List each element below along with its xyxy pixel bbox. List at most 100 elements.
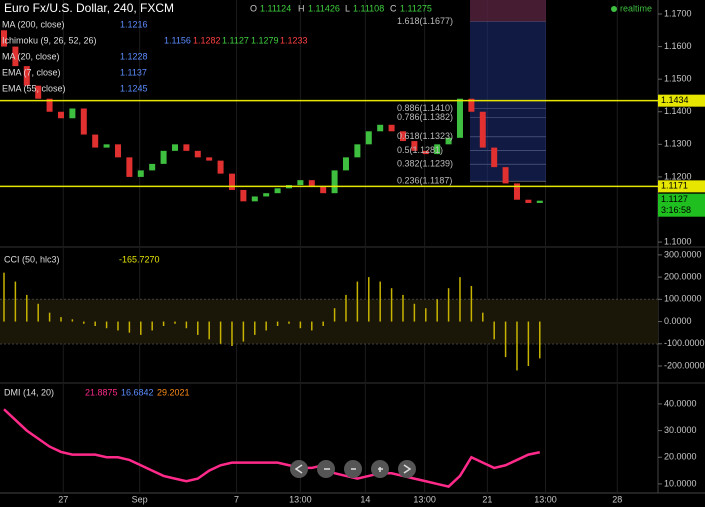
candle <box>297 180 304 186</box>
x-tick-label: 13:00 <box>413 494 436 504</box>
candle <box>12 46 19 67</box>
candle <box>217 160 224 174</box>
indicator-value: 1.1228 <box>120 51 148 61</box>
y-tick-label: 1.1200 <box>664 171 692 181</box>
indicator-value: 1.1127 <box>222 35 249 45</box>
zoom-button[interactable] <box>290 460 308 478</box>
y-tick-label: 40.0000 <box>664 398 697 408</box>
y-tick-label: 10.0000 <box>664 478 697 488</box>
y-tick-label: 20.0000 <box>664 452 697 462</box>
ohlc-label: O <box>250 3 257 13</box>
price-tag-label: 1.1171 <box>661 181 688 191</box>
candle <box>194 150 201 158</box>
y-tick-label: 1.1500 <box>664 74 692 84</box>
fib-label: 1.618(1.1677) <box>397 16 453 26</box>
y-tick-label: 300.0000 <box>664 249 702 259</box>
candle <box>171 144 178 151</box>
candle <box>365 131 372 145</box>
candle <box>274 188 281 194</box>
x-tick-label: 21 <box>482 494 492 504</box>
candle <box>479 111 486 148</box>
candle <box>331 170 338 194</box>
price-tag <box>658 94 705 107</box>
candle <box>92 134 99 148</box>
indicator-value: 1.1245 <box>120 83 148 93</box>
dmi-line <box>3 408 541 488</box>
candle <box>502 167 509 184</box>
ohlc-value: 1.11426 <box>308 3 340 13</box>
fib-label: 0.382(1.1239) <box>397 159 453 169</box>
candle <box>456 98 463 138</box>
candle <box>57 111 64 119</box>
chart-title: Euro Fx/U.S. Dollar, 240, FXCM <box>4 1 174 15</box>
y-tick-label: 1.1600 <box>664 41 692 51</box>
indicator-value: 1.1233 <box>280 35 308 45</box>
candle <box>35 85 42 99</box>
indicator-name[interactable]: EMA (55, close) <box>2 83 66 93</box>
price-tag-label: 1.1434 <box>661 95 689 105</box>
legend-value: 16.6842 <box>121 387 154 397</box>
ohlc-label: H <box>298 3 305 13</box>
band-fill <box>0 299 658 344</box>
status: realtime <box>620 3 652 13</box>
ohlc-label: L <box>345 3 350 13</box>
y-tick-label: -200.0000 <box>664 360 705 370</box>
candle <box>183 144 190 151</box>
cci-value: -165.7270 <box>119 254 160 264</box>
candle <box>126 157 133 177</box>
candle <box>342 157 349 171</box>
indicator-name[interactable]: MA (200, close) <box>2 19 65 29</box>
fib-extension <box>470 0 546 22</box>
legend-value: 21.8875 <box>85 387 118 397</box>
y-tick-label: 1.1000 <box>664 236 692 246</box>
candle <box>491 147 498 168</box>
x-tick-label: 7 <box>234 494 239 504</box>
candle <box>149 163 156 171</box>
zoom-button[interactable] <box>398 460 416 478</box>
indicator-value: 1.1137 <box>120 67 147 77</box>
y-tick-label: 1.1300 <box>664 139 692 149</box>
ohlc-label: C <box>390 3 397 13</box>
y-tick-label: 100.0000 <box>664 294 702 304</box>
indicator-value: 1.1156 <box>164 35 191 45</box>
candle <box>468 98 475 112</box>
y-tick-label: 30.0000 <box>664 425 697 435</box>
candle <box>114 144 121 158</box>
candle <box>411 141 418 151</box>
x-tick-label: 27 <box>58 494 68 504</box>
y-tick-label: 1.1700 <box>664 8 692 18</box>
candle <box>434 144 441 155</box>
candle <box>228 173 235 190</box>
candle <box>388 124 395 132</box>
fib-label: 0.5(1.1281) <box>397 145 443 155</box>
cci-title[interactable]: CCI (50, hlc3) <box>4 254 60 264</box>
indicator-name[interactable]: MA (20, close) <box>2 51 60 61</box>
fib-label: 0.886(1.1410) <box>397 103 453 113</box>
zoom-controls <box>290 460 416 478</box>
indicator-name[interactable]: Ichimoku (9, 26, 52, 26) <box>2 35 97 45</box>
dmi-title[interactable]: DMI (14, 20) <box>4 387 54 397</box>
candle <box>206 157 213 161</box>
y-tick-label: 0.0000 <box>664 316 692 326</box>
price-tag <box>658 180 705 193</box>
fib-label: 0.618(1.1323) <box>397 131 453 141</box>
ohlc-value: 1.11275 <box>400 3 432 13</box>
x-tick-label: 13:00 <box>289 494 312 504</box>
ohlc-value: 1.11124 <box>260 3 291 13</box>
candle <box>137 170 144 177</box>
candle <box>377 124 384 132</box>
fib-zone <box>470 0 546 182</box>
candle <box>308 180 315 187</box>
zoom-icons <box>294 464 412 474</box>
indicator-name[interactable]: EMA (7, close) <box>2 67 61 77</box>
candle <box>422 150 429 155</box>
fib-label: 0.786(1.1382) <box>397 112 453 122</box>
candle <box>46 98 53 112</box>
y-tick-label: 1.1400 <box>664 106 692 116</box>
candle <box>525 199 532 203</box>
fib-label: 0.236(1.1187) <box>397 176 452 186</box>
indicator-value: 1.1282 <box>193 35 221 45</box>
candle <box>251 196 258 202</box>
